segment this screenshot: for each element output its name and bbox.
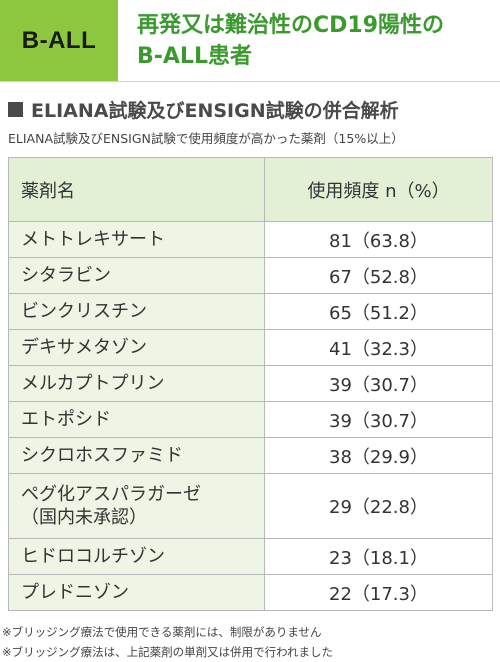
column-header-frequency: 使用頻度 n（%） — [264, 157, 493, 222]
section-subtitle: ELIANA試験及びENSIGN試験で使用頻度が高かった薬剤（15%以上） — [8, 131, 404, 146]
page-title-line1: 再発又は難治性のCD19陽性の — [137, 13, 445, 38]
usage-frequency: 38（29.9） — [264, 437, 493, 474]
usage-frequency: 23（18.1） — [264, 538, 493, 575]
page-title-line2: B-ALL患者 — [137, 44, 252, 69]
square-bullet-icon — [8, 102, 23, 117]
table-row: プレドニゾン 22（17.3） — [8, 574, 493, 611]
usage-frequency: 81（63.8） — [264, 221, 493, 258]
drug-table: 薬剤名 使用頻度 n（%） メトトレキサート 81（63.8） シタラビン 67… — [8, 157, 493, 611]
drug-name: シタラビン — [8, 257, 265, 294]
drug-name: シクロホスファミド — [8, 437, 265, 474]
drug-name-line1: ペグ化アスパラガーゼ — [21, 484, 201, 505]
category-badge: B-ALL — [0, 0, 118, 81]
table-row: エトポシド 39（30.7） — [8, 401, 493, 438]
drug-name: ビンクリスチン — [8, 293, 265, 330]
section-title-text: ELIANA試験及びENSIGN試験の併合解析 — [31, 100, 399, 122]
usage-frequency: 39（30.7） — [264, 401, 493, 438]
drug-name: ヒドロコルチゾン — [8, 538, 265, 575]
column-header-drug: 薬剤名 — [8, 157, 265, 222]
table-row: ビンクリスチン 65（51.2） — [8, 293, 493, 330]
table-row: ペグ化アスパラガーゼ （国内未承認） 29（22.8） — [8, 473, 493, 539]
drug-name: デキサメタゾン — [8, 329, 265, 366]
table-row: メルカプトプリン 39（30.7） — [8, 365, 493, 402]
table-row: メトトレキサート 81（63.8） — [8, 221, 493, 258]
footnote-1: ※ブリッジング療法で使用できる薬剤には、制限がありません — [2, 625, 322, 639]
usage-frequency: 41（32.3） — [264, 329, 493, 366]
header: B-ALL 再発又は難治性のCD19陽性の B-ALL患者 — [0, 0, 500, 81]
page-title: 再発又は難治性のCD19陽性の B-ALL患者 — [137, 10, 497, 72]
usage-frequency: 22（17.3） — [264, 574, 493, 611]
usage-frequency: 65（51.2） — [264, 293, 493, 330]
table-row: ヒドロコルチゾン 23（18.1） — [8, 538, 493, 575]
drug-name: メトトレキサート — [8, 221, 265, 258]
header-divider — [0, 81, 500, 82]
footnote-2: ※ブリッジング療法は、上記薬剤の単剤又は併用で行われました — [2, 645, 334, 659]
drug-name: メルカプトプリン — [8, 365, 265, 402]
usage-frequency: 39（30.7） — [264, 365, 493, 402]
drug-name: ペグ化アスパラガーゼ （国内未承認） — [8, 473, 265, 539]
drug-name: エトポシド — [8, 401, 265, 438]
usage-frequency: 29（22.8） — [264, 473, 493, 539]
drug-name-line2: （国内未承認） — [21, 507, 147, 528]
section-title: ELIANA試験及びENSIGN試験の併合解析 — [8, 96, 399, 123]
table-row: デキサメタゾン 41（32.3） — [8, 329, 493, 366]
usage-frequency: 67（52.8） — [264, 257, 493, 294]
table-header-row: 薬剤名 使用頻度 n（%） — [8, 157, 493, 222]
table-row: シタラビン 67（52.8） — [8, 257, 493, 294]
table-row: シクロホスファミド 38（29.9） — [8, 437, 493, 474]
drug-name: プレドニゾン — [8, 574, 265, 611]
